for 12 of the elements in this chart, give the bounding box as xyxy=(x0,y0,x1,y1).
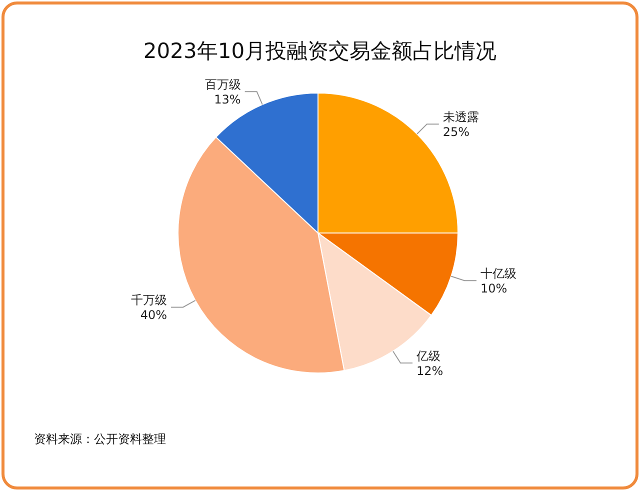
slice-label: 十亿级 xyxy=(480,266,516,281)
data-label: 40% xyxy=(140,308,168,322)
slice-label: 千万级 xyxy=(131,293,168,308)
chart-title: 2023年10月投融资交易金额占比情况 xyxy=(143,39,497,63)
data-label: 25% xyxy=(442,125,470,140)
slice-label: 百万级 xyxy=(204,78,241,92)
data-label: 10% xyxy=(480,282,508,296)
slice-label: 未透露 xyxy=(442,110,479,124)
data-label: 12% xyxy=(416,364,444,378)
slice-label: 亿级 xyxy=(416,349,441,364)
data-label: 13% xyxy=(214,92,241,107)
text: 资料来源：公开资料整理 xyxy=(34,432,166,446)
